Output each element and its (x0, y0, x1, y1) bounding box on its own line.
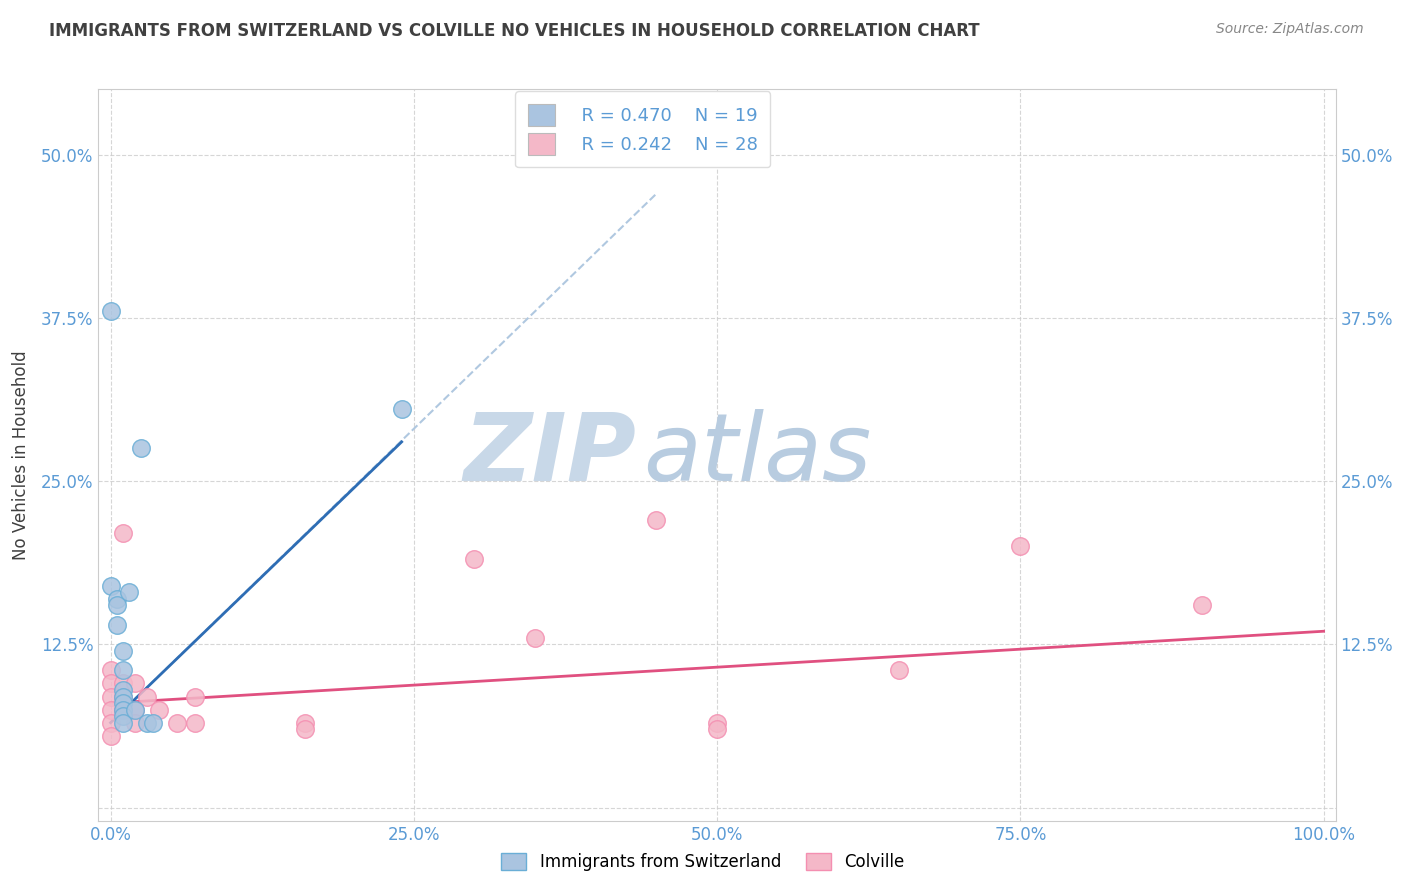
Point (100, 690, 122, 704)
Point (111, 664, 134, 678)
Point (100, 664, 122, 678)
Point (111, 703, 134, 717)
Point (105, 598, 128, 612)
Text: atlas: atlas (643, 409, 872, 500)
Point (391, 402, 413, 417)
Point (184, 690, 207, 704)
Point (706, 715, 728, 730)
Point (100, 703, 122, 717)
Point (294, 723, 316, 737)
Point (111, 703, 134, 717)
Point (111, 644, 134, 658)
Point (118, 585, 141, 599)
Point (100, 304, 122, 318)
Point (524, 631, 547, 645)
Point (124, 703, 146, 717)
Point (294, 715, 316, 730)
Legend:   R = 0.470    N = 19,   R = 0.242    N = 28: R = 0.470 N = 19, R = 0.242 N = 28 (516, 91, 770, 168)
Point (136, 690, 159, 704)
Text: ZIP: ZIP (464, 409, 637, 501)
Point (124, 715, 146, 730)
Point (100, 578, 122, 592)
Point (105, 591, 128, 606)
Point (124, 703, 146, 717)
Point (100, 676, 122, 690)
Legend: Immigrants from Switzerland, Colville: Immigrants from Switzerland, Colville (494, 845, 912, 880)
Point (129, 442, 152, 456)
Point (166, 715, 188, 730)
Point (111, 690, 134, 704)
Point (136, 715, 159, 730)
Point (100, 729, 122, 743)
Point (111, 683, 134, 698)
Point (706, 723, 728, 737)
Point (111, 526, 134, 541)
Point (111, 715, 134, 730)
Point (100, 715, 122, 730)
Point (148, 703, 170, 717)
Point (111, 696, 134, 710)
Point (111, 690, 134, 704)
Point (111, 709, 134, 723)
Y-axis label: No Vehicles in Household: No Vehicles in Household (11, 350, 30, 560)
Point (1191, 598, 1213, 612)
Point (184, 715, 207, 730)
Text: Source: ZipAtlas.com: Source: ZipAtlas.com (1216, 22, 1364, 37)
Text: IMMIGRANTS FROM SWITZERLAND VS COLVILLE NO VEHICLES IN HOUSEHOLD CORRELATION CHA: IMMIGRANTS FROM SWITZERLAND VS COLVILLE … (49, 22, 980, 40)
Point (142, 715, 165, 730)
Point (124, 676, 146, 690)
Point (463, 552, 485, 566)
Point (105, 617, 128, 632)
Point (1010, 539, 1032, 553)
Point (887, 664, 910, 678)
Point (111, 676, 134, 690)
Point (645, 513, 668, 527)
